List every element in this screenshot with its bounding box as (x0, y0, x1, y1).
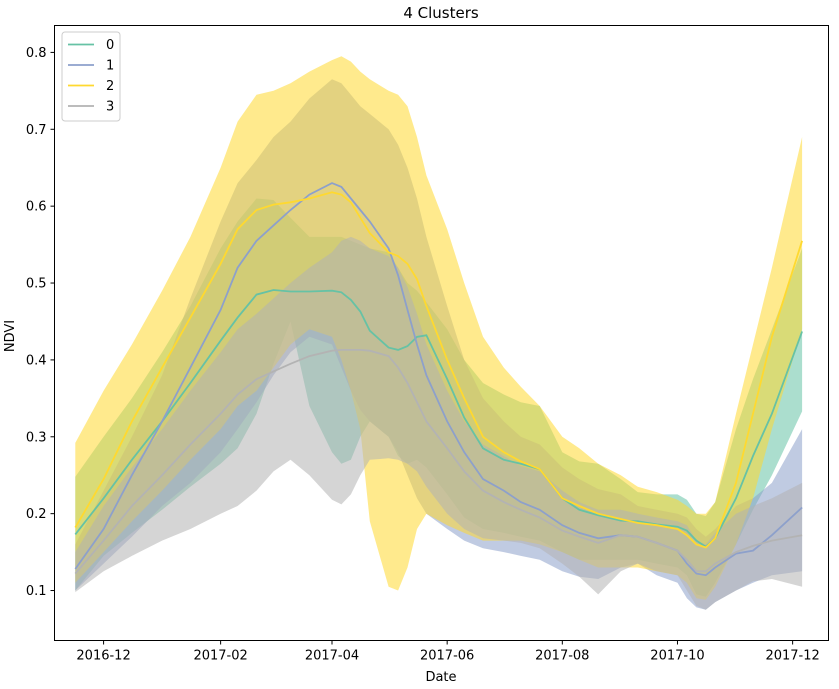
y-tick-label: 0.6 (26, 200, 47, 215)
line-series-1 (74, 182, 803, 577)
legend-label-0: 0 (106, 38, 114, 53)
x-tick-label: 2017-04 (305, 649, 359, 664)
x-axis-label: Date (425, 670, 456, 685)
band-series-3 (75, 236, 803, 610)
x-tick-label: 2017-02 (193, 649, 247, 664)
y-tick-label: 0.2 (26, 507, 47, 522)
legend-box (61, 31, 121, 122)
plot-frame (54, 25, 829, 641)
y-axis-ticks: 0.1 0.2 0.3 0.4 0.5 0.6 0.7 0.8 (26, 46, 55, 599)
x-axis-ticks: 2016-12 2017-02 2017-04 2017-06 2017-08 2017-… (76, 640, 820, 664)
x-tick-label: 2017-06 (420, 649, 474, 664)
x-tick-label: 2016-12 (76, 649, 130, 664)
y-tick-label: 0.3 (26, 430, 47, 445)
y-tick-label: 0.7 (26, 123, 47, 138)
line-series-2 (74, 191, 803, 549)
legend-label-2: 2 (106, 79, 114, 94)
y-tick-label: 0.5 (26, 277, 47, 292)
line-series-3 (74, 349, 803, 575)
band-series-2 (75, 56, 803, 600)
series-lines (74, 182, 803, 577)
y-axis-label: NDVI (3, 320, 18, 352)
legend-label-3: 3 (106, 100, 114, 115)
y-tick-label: 0.4 (26, 353, 47, 368)
x-tick-label: 2017-10 (650, 649, 704, 664)
line-series-0 (74, 289, 803, 548)
legend-label-1: 1 (106, 59, 114, 74)
chart-title: 4 Clusters (403, 4, 479, 22)
y-tick-label: 0.1 (26, 584, 47, 599)
x-tick-label: 2017-08 (535, 649, 589, 664)
confidence-bands (75, 56, 803, 610)
x-tick-label: 2017-12 (765, 649, 819, 664)
legend: 0 1 2 3 (61, 31, 121, 122)
y-tick-label: 0.8 (26, 46, 47, 61)
